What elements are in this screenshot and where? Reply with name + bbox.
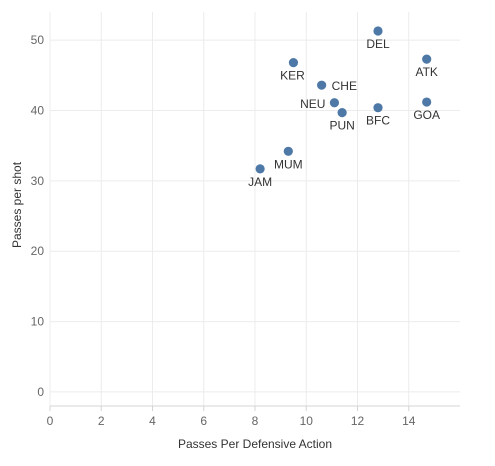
- x-tick-label: 14: [402, 414, 416, 428]
- point-label-neu: NEU: [300, 97, 325, 111]
- x-tick-label: 4: [149, 414, 156, 428]
- y-tick-label: 0: [37, 385, 44, 399]
- y-tick-label: 10: [31, 315, 45, 329]
- x-tick-label: 12: [351, 414, 365, 428]
- data-point-mum[interactable]: [283, 146, 293, 156]
- data-point-bfc[interactable]: [373, 103, 383, 113]
- data-point-che[interactable]: [317, 80, 327, 90]
- x-tick-label: 10: [300, 414, 314, 428]
- y-axis-title: Passes per shot: [10, 161, 24, 248]
- point-label-bfc: BFC: [366, 114, 390, 128]
- point-label-ker: KER: [280, 69, 305, 83]
- data-point-atk[interactable]: [422, 54, 432, 64]
- data-point-pun[interactable]: [337, 108, 347, 118]
- x-tick-label: 2: [98, 414, 105, 428]
- x-tick-label: 8: [252, 414, 259, 428]
- data-point-goa[interactable]: [422, 97, 432, 107]
- data-point-neu[interactable]: [329, 98, 340, 108]
- point-label-jam: JAM: [248, 175, 272, 189]
- data-point-jam[interactable]: [255, 164, 265, 174]
- y-tick-label: 20: [31, 244, 45, 258]
- point-label-goa: GOA: [413, 108, 440, 122]
- point-label-del: DEL: [366, 37, 390, 51]
- x-tick-label: 0: [47, 414, 54, 428]
- data-point-del[interactable]: [373, 26, 383, 36]
- point-label-che: CHE: [332, 79, 357, 93]
- data-point-ker[interactable]: [288, 58, 299, 68]
- point-label-atk: ATK: [415, 65, 437, 79]
- grid-layer: [49, 12, 460, 406]
- y-tick-label: 50: [31, 33, 45, 47]
- tick-layer: 0 2 4 6 8 10 12 14 0 10 20 30 40 50: [31, 33, 416, 428]
- point-label-mum: MUM: [274, 157, 303, 171]
- y-tick-label: 40: [31, 104, 45, 118]
- y-tick-label: 30: [31, 174, 45, 188]
- x-tick-label: 6: [200, 414, 207, 428]
- point-layer: [255, 26, 432, 174]
- point-label-pun: PUN: [329, 119, 354, 133]
- x-axis-title: Passes Per Defensive Action: [178, 437, 332, 451]
